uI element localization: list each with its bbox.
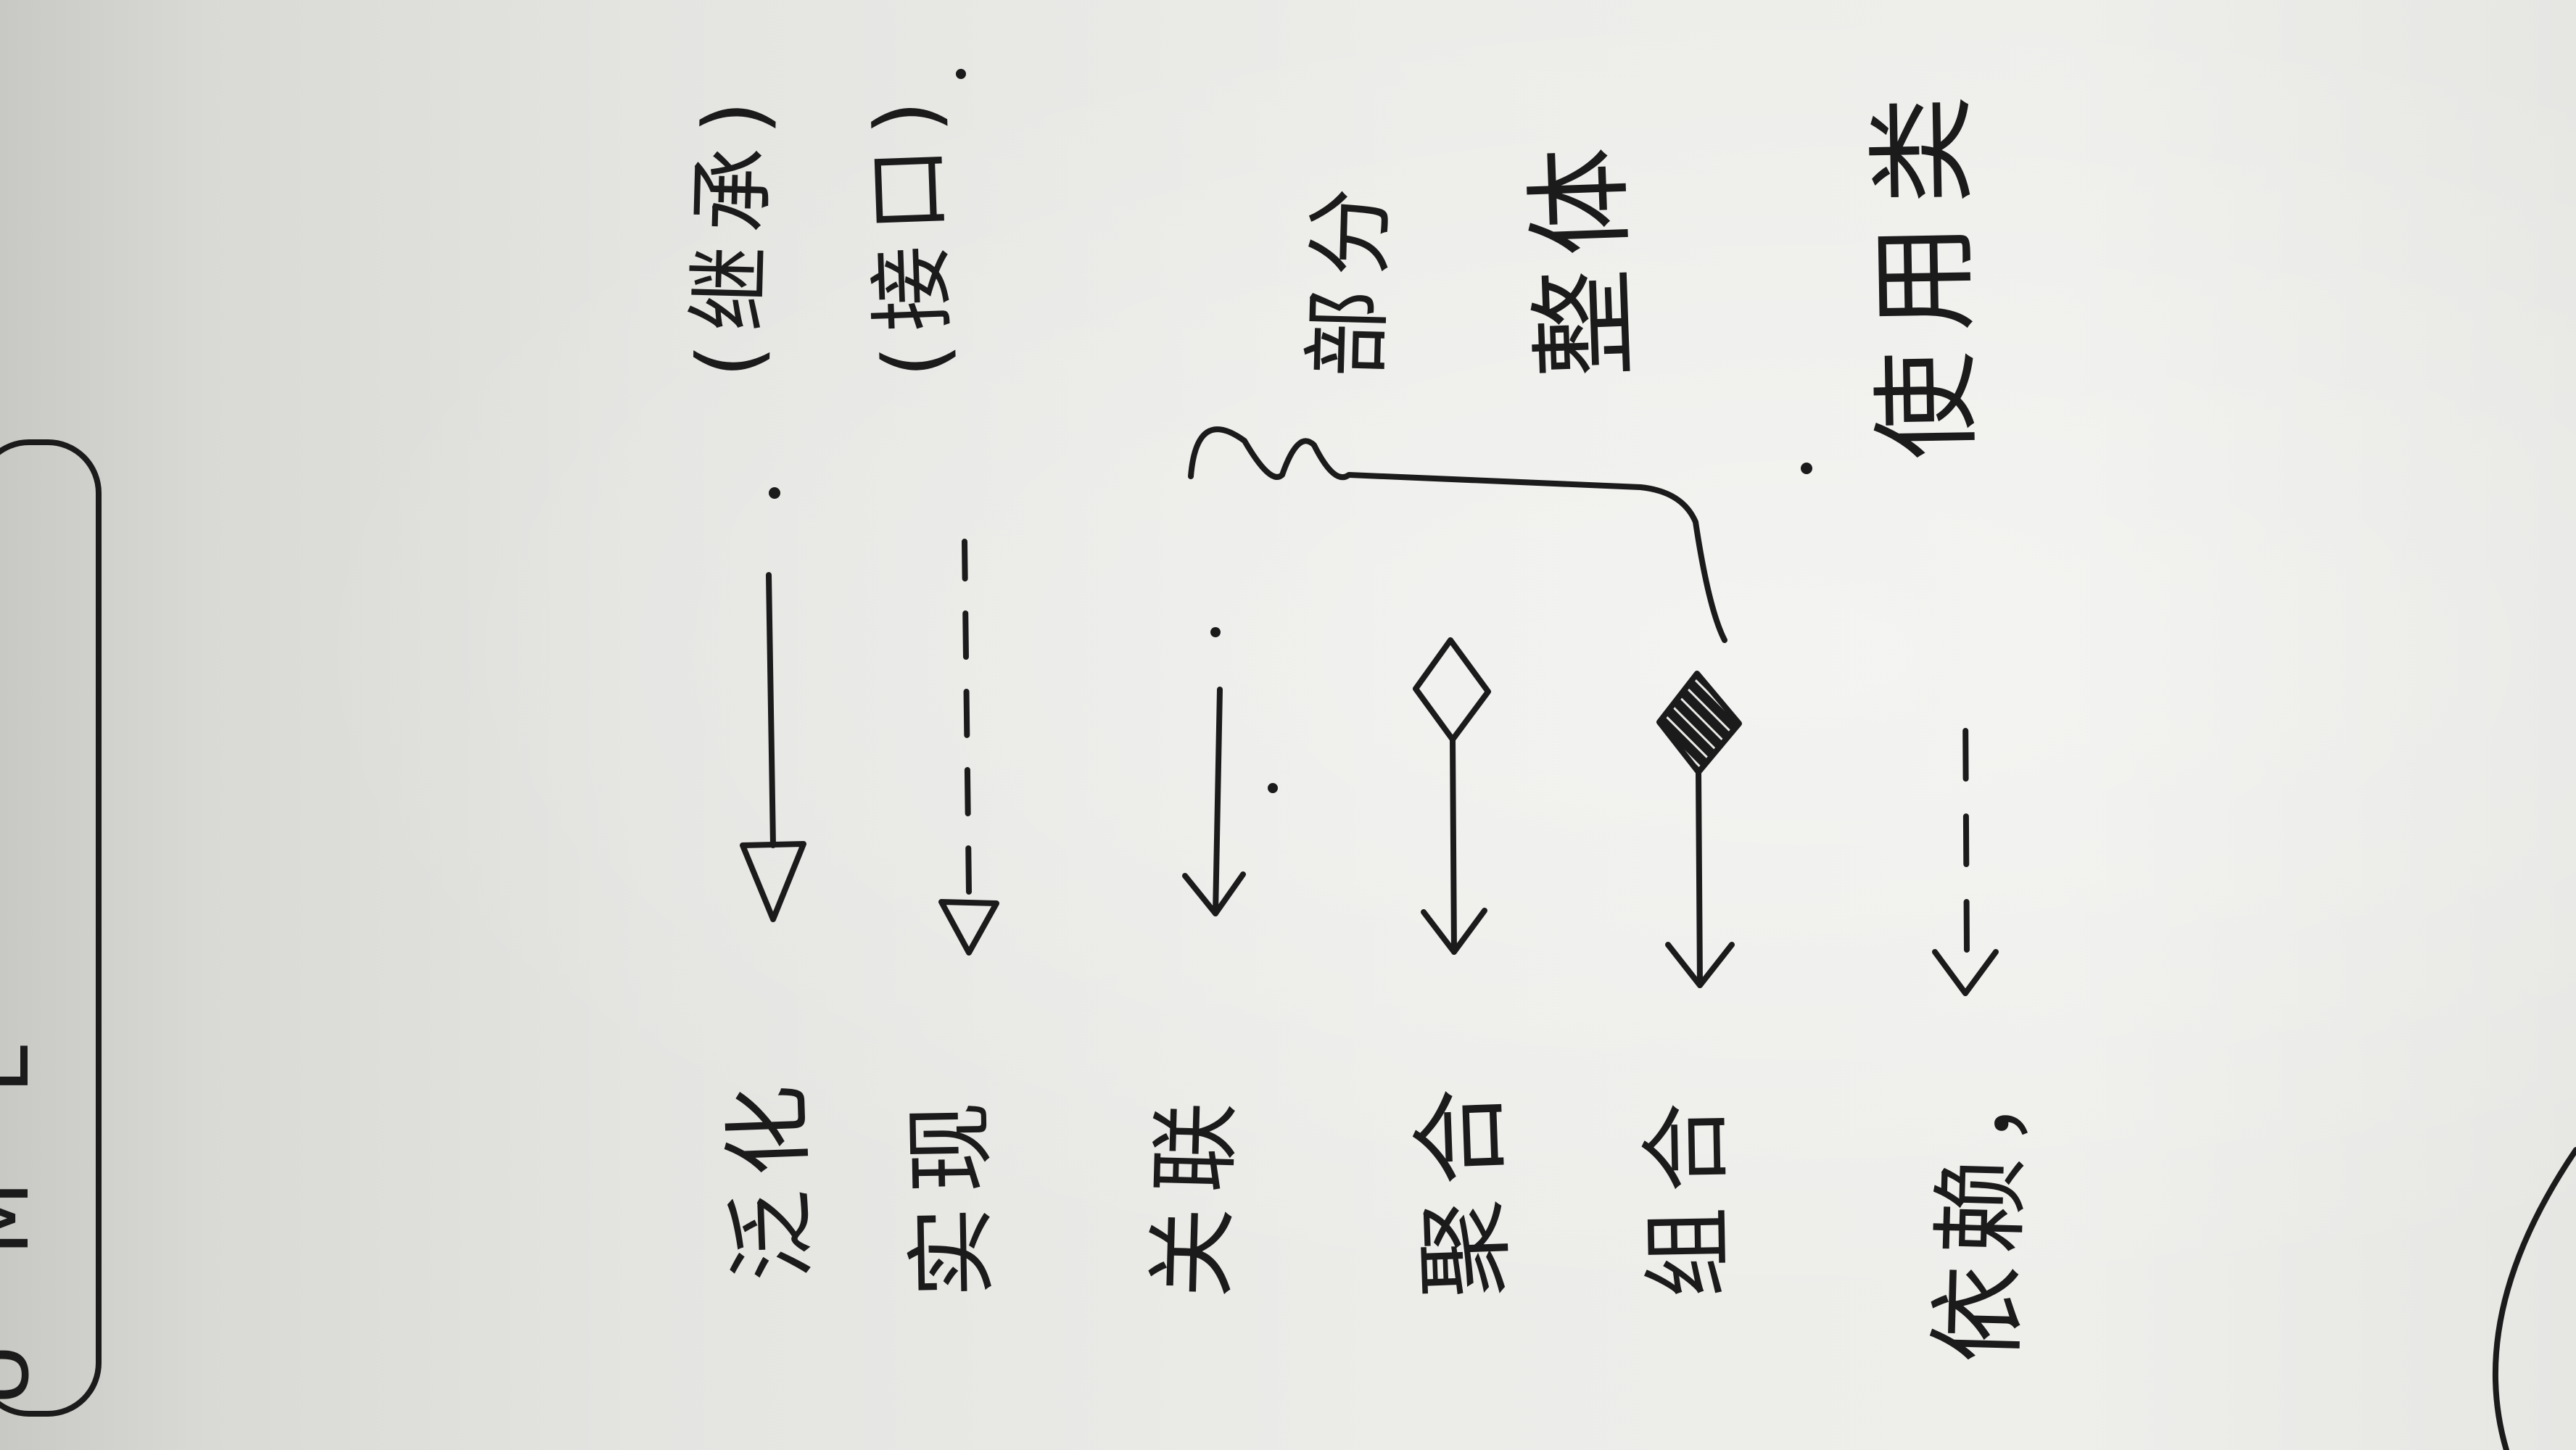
association-connector <box>1182 627 1278 916</box>
relation-label-generalization: 泛化 <box>714 1069 827 1283</box>
curly-brace-icon <box>1188 426 1727 643</box>
solid-line <box>1450 737 1457 955</box>
group-note-line-1: 部分 <box>1295 173 1404 379</box>
dependency-connector <box>1801 463 1999 996</box>
page-title: UML <box>0 958 49 1406</box>
generalization-connector <box>740 487 806 922</box>
relation-label-realization: 实现 <box>897 1086 1007 1299</box>
relation-label-composition: 组合 <box>1633 1086 1743 1299</box>
dashed-line <box>1962 703 1970 953</box>
ink-dot <box>1801 463 1812 474</box>
group-note-line-2: 整体 <box>1516 132 1651 380</box>
ink-dot <box>1210 627 1221 637</box>
ink-dot <box>956 69 966 79</box>
solid-line <box>766 572 776 848</box>
realization-connector <box>938 69 999 956</box>
relation-label-aggregation: 聚合 <box>1402 1071 1524 1300</box>
hollow-triangle-icon <box>938 899 999 956</box>
hollow-triangle-icon <box>740 841 806 922</box>
dashed-line <box>962 539 972 895</box>
filled-diamond-icon <box>1656 671 1742 775</box>
solid-line <box>1696 769 1703 988</box>
relation-note-dependency: 使用类 <box>1859 75 1992 461</box>
hollow-diamond-icon <box>1413 637 1491 742</box>
relation-note-generalization: (继承) <box>677 86 786 379</box>
relation-note-realization: (接口) <box>855 86 965 380</box>
open-arrow-icon <box>1932 949 1999 996</box>
relation-label-dependency: 依赖， <box>1920 1037 2043 1364</box>
title-box <box>0 439 102 1417</box>
composition-connector <box>1656 671 1742 988</box>
solid-line <box>1213 687 1223 916</box>
ink-dot <box>769 487 780 499</box>
circle-scribble <box>2492 1147 2576 1450</box>
ink-dot <box>1268 783 1278 793</box>
relation-label-association: 关联 <box>1139 1086 1250 1299</box>
title-clip: UML <box>0 464 51 1406</box>
aggregation-connector <box>1413 637 1491 955</box>
